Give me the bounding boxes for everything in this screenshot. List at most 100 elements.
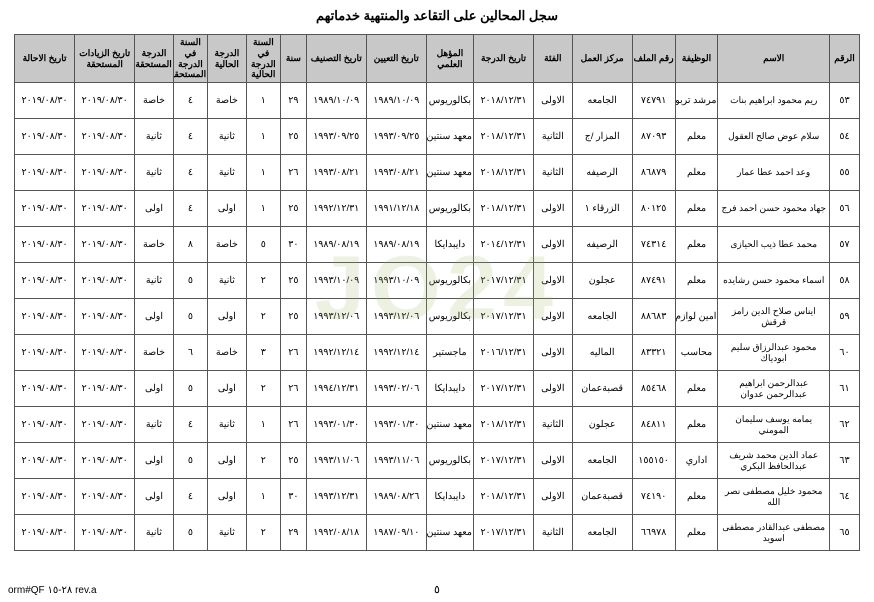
table-cell: الجامعه: [572, 443, 632, 479]
table-cell: ٥٣: [829, 83, 859, 119]
table-header-cell: مركز العمل: [572, 35, 632, 83]
table-cell: بكالوريوس: [426, 299, 473, 335]
table-cell: ثانية: [135, 119, 174, 155]
table-cell: عبدالرحمن ابراهيم عبدالرحمن عدوان: [718, 371, 830, 407]
table-row: ٦٥مصطفى عبدالقادر مصطفى اسويدمعلم٦٦٩٧٨ال…: [15, 515, 860, 551]
table-cell: ١٩٨٩/١٠/٠٩: [366, 83, 426, 119]
table-cell: ٢٠١٩/٠٨/٣٠: [15, 407, 75, 443]
table-cell: ٦٢: [829, 407, 859, 443]
table-cell: الزرقاء ١: [572, 191, 632, 227]
table-cell: ٢٩: [281, 515, 307, 551]
table-cell: ١٩٩٣/١١/٠٦: [366, 443, 426, 479]
table-cell: ١٩٩٢/١٢/١٤: [366, 335, 426, 371]
table-cell: اولى: [135, 371, 174, 407]
table-cell: معلم: [675, 263, 718, 299]
table-cell: ١٩٩٣/١١/٠٦: [306, 443, 366, 479]
table-cell: اولى: [135, 443, 174, 479]
table-cell: ١٩٩٣/٠١/٣٠: [306, 407, 366, 443]
form-code: orm#QF ٢٨-١٥ rev.a: [8, 585, 97, 596]
table-cell: ٢٦: [281, 335, 307, 371]
table-cell: ٨٠١٢٥: [632, 191, 675, 227]
table-cell: ٦١: [829, 371, 859, 407]
table-cell: الجامعه: [572, 515, 632, 551]
table-cell: ماجستير: [426, 335, 473, 371]
table-cell: الماليه: [572, 335, 632, 371]
table-cell: معلم: [675, 479, 718, 515]
table-cell: ٥: [173, 371, 207, 407]
table-cell: ٤: [173, 119, 207, 155]
table-cell: ٨٦٨٧٩: [632, 155, 675, 191]
table-cell: ٢: [246, 371, 280, 407]
table-cell: ٢٠١٨/١٢/٣١: [473, 479, 533, 515]
table-cell: الاولى: [534, 299, 573, 335]
table-cell: ٢: [246, 515, 280, 551]
table-cell: ٢٠١٩/٠٨/٣٠: [15, 263, 75, 299]
table-cell: ٥: [173, 515, 207, 551]
table-cell: دايبدايكا: [426, 371, 473, 407]
table-cell: الرصيفه: [572, 155, 632, 191]
table-row: ٦٣عماد الدين محمد شريف عبدالحافظ البكريا…: [15, 443, 860, 479]
table-cell: ١٩٩٢/١٢/١٤: [306, 335, 366, 371]
table-cell: ١٩٨٩/٠٨/٢٦: [366, 479, 426, 515]
table-header-cell: تاريخ الاحالة: [15, 35, 75, 83]
table-cell: ثانية: [208, 407, 247, 443]
table-cell: معهد سنتين: [426, 407, 473, 443]
table-header-row: الرقمالاسمالوظيفةرقم الملفمركز العملالفئ…: [15, 35, 860, 83]
table-cell: معلم: [675, 407, 718, 443]
table-header-cell: السنة في الدرجة الحالية: [246, 35, 280, 83]
table-header-cell: تاريخ الزيادات المستحقة: [75, 35, 135, 83]
table-cell: خاصة: [135, 83, 174, 119]
table-cell: ٢٦: [281, 407, 307, 443]
table-cell: اولى: [208, 443, 247, 479]
table-cell: ٢٠١٩/٠٨/٣٠: [15, 371, 75, 407]
table-cell: الاولى: [534, 191, 573, 227]
table-cell: معهد سنتين: [426, 515, 473, 551]
table-cell: ٨٧٠٩٣: [632, 119, 675, 155]
table-cell: ٥٩: [829, 299, 859, 335]
table-cell: الجامعه: [572, 83, 632, 119]
table-cell: ٢٠١٩/٠٨/٣٠: [75, 515, 135, 551]
table-cell: الرصيفه: [572, 227, 632, 263]
table-cell: ٢٦: [281, 371, 307, 407]
table-cell: امين لوازم مدرسه: [675, 299, 718, 335]
table-cell: مرشد تربوي: [675, 83, 718, 119]
table-header-cell: تاريخ التعيين: [366, 35, 426, 83]
table-cell: خاصة: [208, 335, 247, 371]
table-cell: ٧٤٣١٤: [632, 227, 675, 263]
table-cell: اولى: [208, 479, 247, 515]
table-cell: ثانية: [208, 155, 247, 191]
table-cell: ٥: [173, 299, 207, 335]
table-header-cell: رقم الملف: [632, 35, 675, 83]
table-cell: ٢٠١٨/١٢/٣١: [473, 83, 533, 119]
table-cell: ٢٠١٨/١٢/٣١: [473, 407, 533, 443]
table-cell: ٢٠١٧/١٢/٣١: [473, 371, 533, 407]
table-cell: ١: [246, 119, 280, 155]
table-row: ٥٤سلام عوض صالح العقولمعلم٨٧٠٩٣المزار /ج…: [15, 119, 860, 155]
table-row: ٥٥وعد احمد عطا عمارمعلم٨٦٨٧٩الرصيفهالثان…: [15, 155, 860, 191]
table-cell: ٤: [173, 155, 207, 191]
table-cell: ٢٠١٩/٠٨/٣٠: [75, 299, 135, 335]
table-header-cell: الدرجة المستحقة: [135, 35, 174, 83]
table-cell: ١٩٨٧/٠٩/١٠: [366, 515, 426, 551]
table-cell: ٢٠١٩/٠٨/٣٠: [15, 335, 75, 371]
table-cell: ثانية: [208, 515, 247, 551]
table-cell: ٥٥: [829, 155, 859, 191]
table-cell: اولى: [208, 371, 247, 407]
table-cell: ٢٠١٧/١٢/٣١: [473, 515, 533, 551]
table-cell: ٢: [246, 443, 280, 479]
table-cell: عماد الدين محمد شريف عبدالحافظ البكري: [718, 443, 830, 479]
table-cell: ١٩٨٩/٠٨/١٩: [366, 227, 426, 263]
table-cell: عجلون: [572, 407, 632, 443]
table-cell: ١: [246, 191, 280, 227]
table-cell: اولى: [135, 299, 174, 335]
table-row: ٦١عبدالرحمن ابراهيم عبدالرحمن عدوانمعلم٨…: [15, 371, 860, 407]
table-cell: ٢٠١٩/٠٨/٣٠: [15, 515, 75, 551]
table-row: ٥٧محمد عطا ذيب الحيازىمعلم٧٤٣١٤الرصيفهال…: [15, 227, 860, 263]
table-cell: الاولى: [534, 371, 573, 407]
table-cell: ٢٠١٩/٠٨/٣٠: [15, 155, 75, 191]
table-cell: اولى: [135, 479, 174, 515]
table-cell: ٣٠: [281, 227, 307, 263]
table-cell: ٢٥: [281, 191, 307, 227]
table-cell: خاصة: [208, 83, 247, 119]
table-cell: ١٩٩٢/٠٨/١٨: [306, 515, 366, 551]
